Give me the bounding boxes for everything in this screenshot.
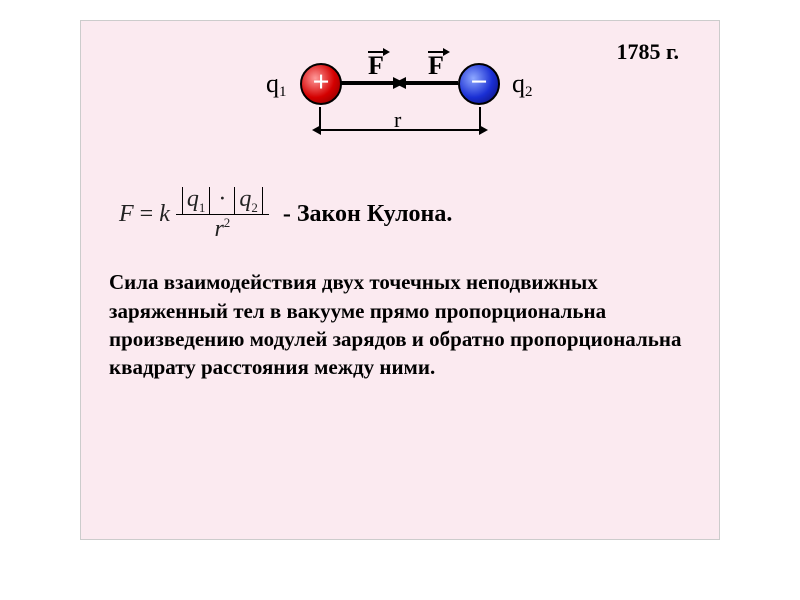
formula-F: F (119, 201, 134, 228)
coulomb-formula: F = k q1 · q2 r2 (119, 185, 269, 244)
r-label: r (394, 107, 401, 133)
formula-fraction: q1 · q2 r2 (176, 185, 269, 244)
charge-positive: + (300, 63, 342, 105)
slide: 1785 г. q1 + F F − q2 r F = k (80, 20, 720, 540)
formula-row: F = k q1 · q2 r2 - Закон Кулона. (119, 185, 691, 244)
force-arrow-2 (404, 81, 458, 85)
formula-denominator: r2 (208, 215, 236, 244)
formula-numerator: q1 · q2 (176, 185, 269, 215)
force-label-1: F (368, 51, 384, 81)
force-label-2: F (428, 51, 444, 81)
formula-k: k (159, 201, 170, 228)
law-name: - Закон Кулона. (283, 201, 453, 228)
year-label: 1785 г. (616, 39, 679, 65)
charge-negative: − (458, 63, 500, 105)
force-arrow-1 (341, 81, 395, 85)
minus-icon: − (470, 68, 487, 98)
q2-label: q2 (512, 69, 533, 101)
plus-icon: + (312, 68, 329, 98)
coulomb-diagram: q1 + F F − q2 r (210, 45, 590, 175)
q1-label: q1 (266, 69, 287, 101)
formula-equals: = (140, 201, 154, 228)
law-definition: Сила взаимодействия двух точечных неподв… (109, 268, 691, 381)
